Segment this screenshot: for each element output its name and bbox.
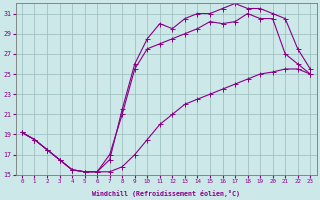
X-axis label: Windchill (Refroidissement éolien,°C): Windchill (Refroidissement éolien,°C) — [92, 190, 240, 197]
